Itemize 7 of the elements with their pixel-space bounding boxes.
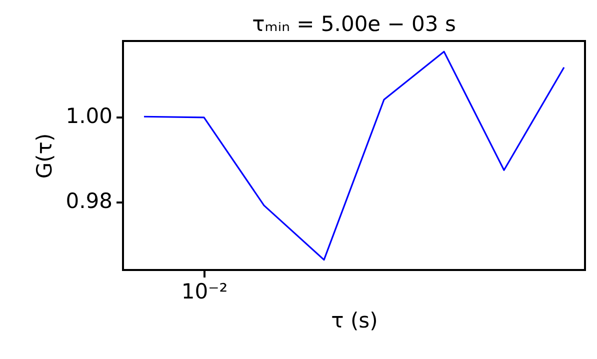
x-axis-title: τ (s)	[331, 308, 378, 332]
y-tick-label: 0.98	[66, 189, 112, 214]
line-series	[143, 50, 565, 261]
chart-title: τₘᵢₙ = 5.00e − 03 s	[252, 12, 456, 36]
y-axis-title: G(τ)	[32, 133, 57, 179]
x-tick-label: 10⁻²	[181, 280, 228, 304]
y-tick-label: 1.00	[66, 104, 112, 128]
